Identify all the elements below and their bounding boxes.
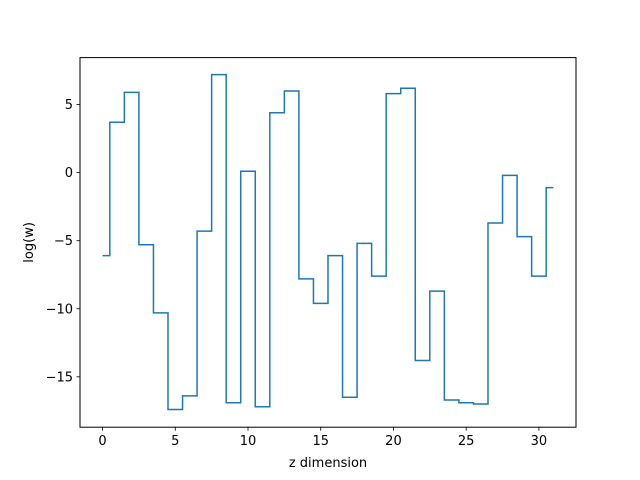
y-tick-label: −5: [54, 234, 73, 249]
x-axis-label: z dimension: [289, 456, 367, 471]
x-axis-ticks: 0 5 10 15 20 25 30: [98, 427, 547, 449]
x-tick-label: 30: [531, 434, 548, 449]
x-tick-label: 25: [458, 434, 475, 449]
x-tick-label: 20: [385, 434, 402, 449]
y-tick-label: −10: [46, 302, 73, 317]
series-line: [102, 73, 554, 411]
x-tick-label: 10: [240, 434, 257, 449]
y-axis-label: log(w): [22, 222, 37, 263]
y-axis-ticks: −15 −10 −5 0 5: [46, 98, 80, 385]
plot-area: [102, 73, 554, 411]
y-tick-label: 0: [65, 166, 73, 181]
x-tick-label: 5: [171, 434, 179, 449]
x-tick-label: 15: [312, 434, 329, 449]
x-tick-label: 0: [98, 434, 106, 449]
axes-frame: [79, 57, 577, 428]
y-tick-label: −15: [46, 370, 73, 385]
y-tick-label: 5: [65, 98, 73, 113]
